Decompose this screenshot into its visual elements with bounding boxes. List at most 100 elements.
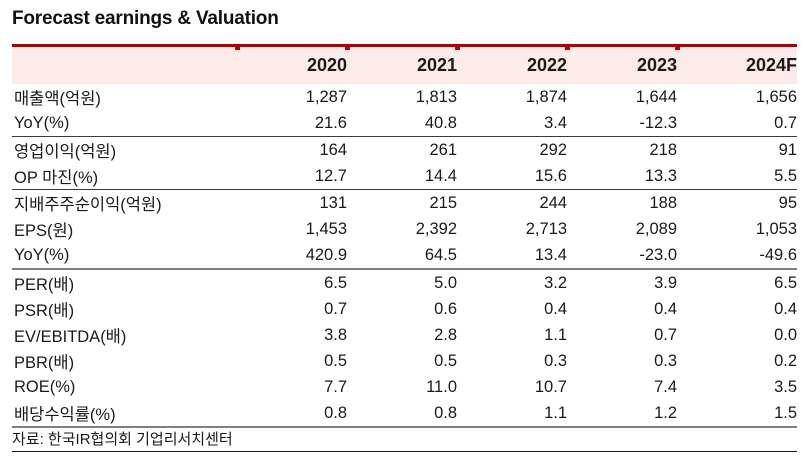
cell-value: 0.7 xyxy=(324,299,347,318)
table-row-op-margin: OP 마진(%) 12.7 14.4 15.6 13.3 5.5 xyxy=(12,163,797,190)
cell-value: 2,089 xyxy=(635,219,677,238)
column-boundary-tick xyxy=(345,47,350,50)
cell-value: 0.6 xyxy=(434,299,457,318)
cell-value: 6.5 xyxy=(774,273,797,292)
row-label: EV/EBITDA(배) xyxy=(14,328,127,346)
row-label: OP 마진(%) xyxy=(14,169,99,187)
cell-value: 1,656 xyxy=(755,87,797,106)
cell-value: 15.6 xyxy=(534,166,567,185)
cell-value: 64.5 xyxy=(424,245,457,264)
cell-value: 0.4 xyxy=(544,299,567,318)
column-boundary-tick xyxy=(675,47,680,50)
cell-value: -12.3 xyxy=(639,113,677,132)
cell-value: 1.1 xyxy=(544,325,567,344)
column-boundary-tick xyxy=(235,47,240,50)
cell-value: 95 xyxy=(778,193,797,212)
row-label: PBR(배) xyxy=(14,354,75,372)
cell-value: 21.6 xyxy=(314,113,347,132)
header-cell-2021: 2021 xyxy=(416,55,457,75)
cell-value: 5.0 xyxy=(434,273,457,292)
cell-value: 13.3 xyxy=(644,166,677,185)
cell-value: 188 xyxy=(649,193,677,212)
cell-value: 3.2 xyxy=(544,273,567,292)
table-row-ev-ebitda: EV/EBITDA(배) 3.8 2.8 1.1 0.7 0.0 xyxy=(12,322,797,348)
cell-value: 2.8 xyxy=(434,325,457,344)
header-cell-2020: 2020 xyxy=(306,55,347,75)
cell-value: 0.5 xyxy=(434,351,457,370)
cell-value: 292 xyxy=(539,140,567,159)
cell-value: 3.4 xyxy=(544,113,567,132)
row-label: YoY(%) xyxy=(14,113,70,132)
cell-value: 0.7 xyxy=(654,325,677,344)
cell-value: 215 xyxy=(429,193,457,212)
cell-value: 1.1 xyxy=(544,403,567,422)
earnings-valuation-table: 2020 2021 2022 2023 2024F 매출액(억원) 1,287 … xyxy=(12,44,797,428)
cell-value: 0.0 xyxy=(774,325,797,344)
cell-value: 261 xyxy=(429,140,457,159)
source-note: 자료: 한국IR협의회 기업리서치센터 xyxy=(12,431,233,448)
cell-value: 10.7 xyxy=(534,377,567,396)
cell-value: 2,713 xyxy=(525,219,567,238)
table-row-per: PER(배) 6.5 5.0 3.2 3.9 6.5 xyxy=(12,270,797,296)
cell-value: 3.8 xyxy=(324,325,347,344)
row-label: EPS(원) xyxy=(14,222,74,240)
header-cell-2024f: 2024F xyxy=(745,55,797,75)
table-row-revenue-yoy: YoY(%) 21.6 40.8 3.4 -12.3 0.7 xyxy=(12,110,797,137)
cell-value: 12.7 xyxy=(314,166,347,185)
cell-value: 1,287 xyxy=(305,87,347,106)
cell-value: 3.9 xyxy=(654,273,677,292)
table-row-roe: ROE(%) 7.7 11.0 10.7 7.4 3.5 xyxy=(12,374,797,400)
cell-value: 1,453 xyxy=(305,219,347,238)
cell-value: 6.5 xyxy=(324,273,347,292)
cell-value: 0.8 xyxy=(324,403,347,422)
cell-value: 2,392 xyxy=(415,219,457,238)
cell-value: 0.7 xyxy=(774,113,797,132)
cell-value: 1.2 xyxy=(654,403,677,422)
cell-value: 218 xyxy=(649,140,677,159)
header-cell-2022: 2022 xyxy=(526,55,567,75)
table-row-revenue: 매출액(억원) 1,287 1,813 1,874 1,644 1,656 xyxy=(12,84,797,110)
table-row-dividend-yield: 배당수익률(%) 0.8 0.8 1.1 1.2 1.5 xyxy=(12,400,797,428)
cell-value: 0.5 xyxy=(324,351,347,370)
cell-value: 244 xyxy=(539,193,567,212)
cell-value: 3.5 xyxy=(774,377,797,396)
table-row-pbr: PBR(배) 0.5 0.5 0.3 0.3 0.2 xyxy=(12,348,797,374)
header-cell-2023: 2023 xyxy=(636,55,677,75)
cell-value: 5.5 xyxy=(774,166,797,185)
row-label: 매출액(억원) xyxy=(14,90,101,108)
table-header-row: 2020 2021 2022 2023 2024F xyxy=(12,44,797,84)
row-label: ROE(%) xyxy=(14,377,76,396)
cell-value: 0.8 xyxy=(434,403,457,422)
row-label: PSR(배) xyxy=(14,302,75,320)
cell-value: 0.3 xyxy=(544,351,567,370)
cell-value: 1,874 xyxy=(525,87,567,106)
page-title: Forecast earnings & Valuation xyxy=(12,8,279,29)
cell-value: 164 xyxy=(319,140,347,159)
cell-value: 0.2 xyxy=(774,351,797,370)
cell-value: 0.3 xyxy=(654,351,677,370)
cell-value: 0.4 xyxy=(654,299,677,318)
cell-value: 1,053 xyxy=(755,219,797,238)
bottom-divider xyxy=(12,451,797,452)
table-row-eps: EPS(원) 1,453 2,392 2,713 2,089 1,053 xyxy=(12,216,797,242)
cell-value: 1,644 xyxy=(635,87,677,106)
row-label: 영업이익(억원) xyxy=(14,143,117,161)
cell-value: 1.5 xyxy=(774,403,797,422)
cell-value: 11.0 xyxy=(426,377,457,396)
cell-value: 131 xyxy=(319,193,347,212)
cell-value: 7.4 xyxy=(654,377,677,396)
column-boundary-tick xyxy=(455,47,460,50)
row-label: 배당수익률(%) xyxy=(14,406,116,424)
row-label: PER(배) xyxy=(14,276,75,294)
table-row-psr: PSR(배) 0.7 0.6 0.4 0.4 0.4 xyxy=(12,296,797,322)
cell-value: 13.4 xyxy=(534,245,567,264)
cell-value: -49.6 xyxy=(759,245,797,264)
table-row-net-profit: 지배주주순이익(억원) 131 215 244 188 95 xyxy=(12,190,797,216)
row-label: 지배주주순이익(억원) xyxy=(14,196,162,214)
table-row-operating-profit: 영업이익(억원) 164 261 292 218 91 xyxy=(12,137,797,163)
cell-value: -23.0 xyxy=(639,245,677,264)
cell-value: 420.9 xyxy=(305,245,347,264)
cell-value: 7.7 xyxy=(324,377,347,396)
column-boundary-tick xyxy=(565,47,570,50)
